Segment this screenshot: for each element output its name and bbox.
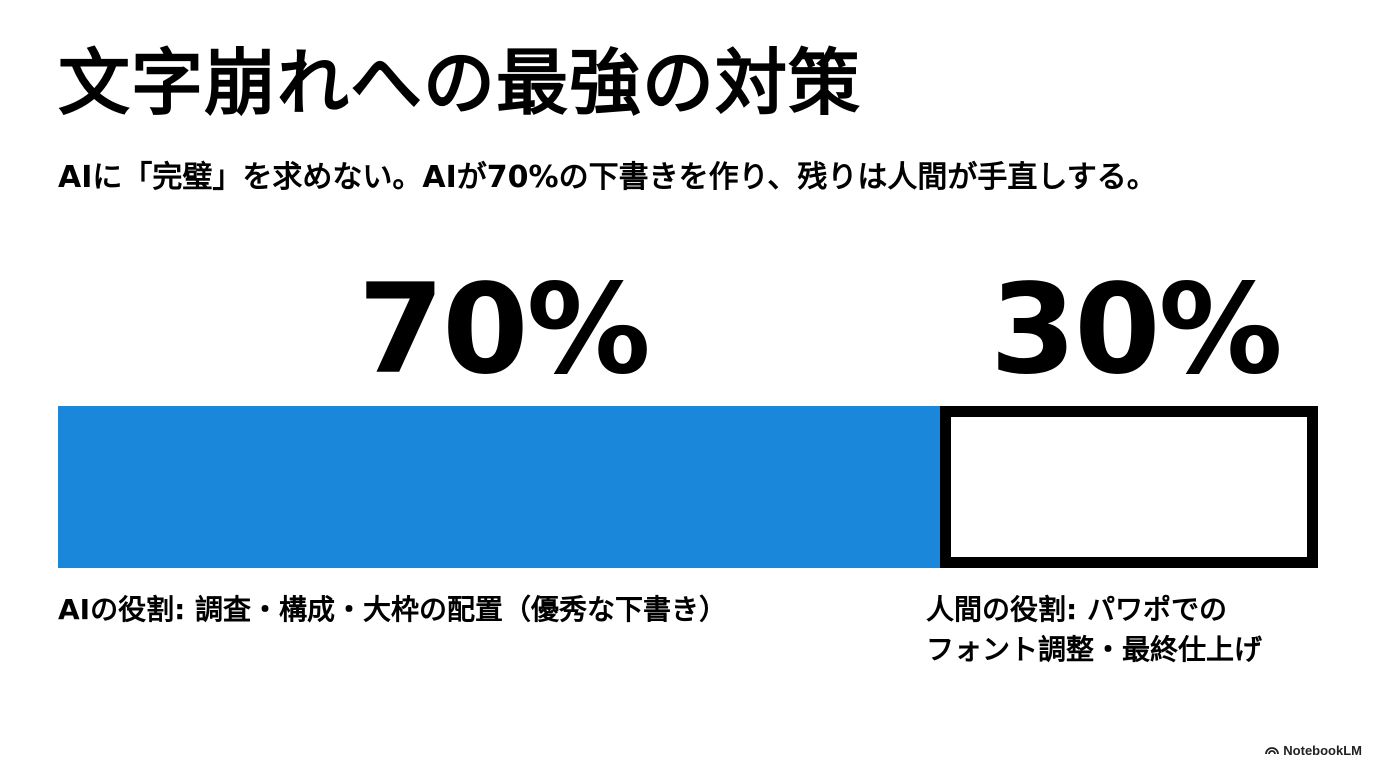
notebooklm-logo-icon	[1265, 743, 1280, 758]
ai-role-text: AIの役割: 調査・構成・大枠の配置（優秀な下書き）	[58, 593, 728, 626]
human-share-bar	[940, 406, 1318, 568]
ai-percent-label: 70%	[358, 258, 651, 402]
notebooklm-label: NotebookLM	[1283, 743, 1362, 758]
slide-title: 文字崩れへの最強の対策	[58, 41, 862, 125]
ai-share-bar	[58, 406, 940, 568]
split-bar	[58, 406, 1318, 568]
human-role-line-1: 人間の役割: パワポでの	[926, 593, 1227, 626]
human-role-line-2: フォント調整・最終仕上げ	[926, 632, 1263, 666]
human-role-text: 人間の役割: パワポでの フォント調整・最終仕上げ	[926, 590, 1262, 670]
human-percent-label: 30%	[990, 258, 1283, 402]
slide-subtitle: AIに「完璧」を求めない。AIが70%の下書きを作り、残りは人間が手直しする。	[58, 160, 1157, 195]
notebooklm-watermark: NotebookLM	[1265, 743, 1362, 758]
